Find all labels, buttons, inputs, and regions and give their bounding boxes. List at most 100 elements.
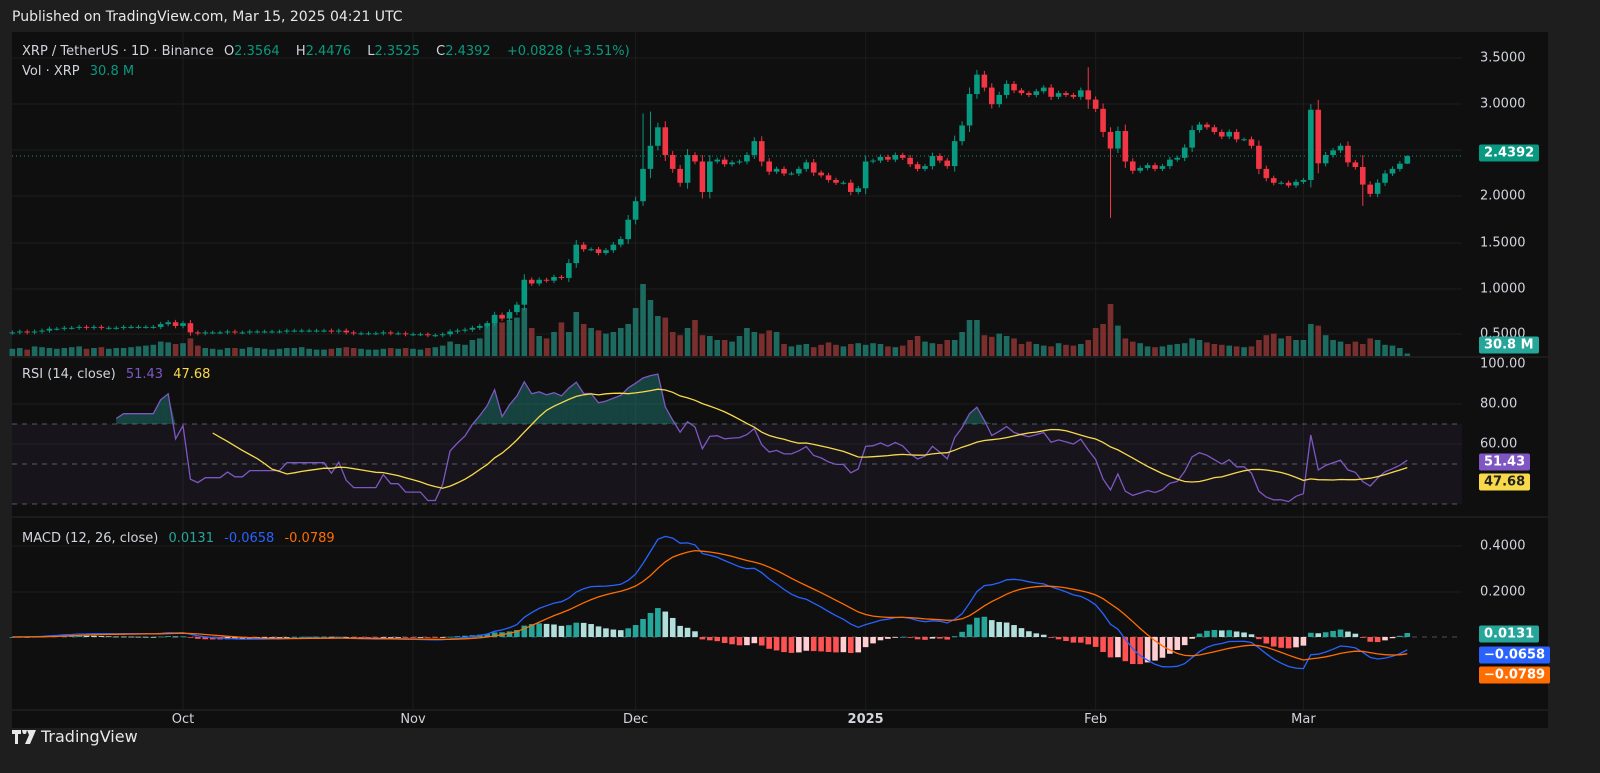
macd-histogram-bar	[1070, 637, 1077, 643]
candle-body	[692, 155, 698, 162]
macd-histogram-bar	[298, 636, 305, 638]
time-tick: Feb	[1084, 712, 1108, 727]
volume-bar	[1011, 338, 1017, 356]
macd-histogram-bar	[1285, 637, 1292, 649]
price-tick: 3.5000	[1480, 50, 1526, 66]
candle-body	[1293, 181, 1299, 186]
volume-bar	[1322, 335, 1329, 356]
candle-body	[128, 326, 134, 328]
macd-histogram-bar	[907, 637, 913, 638]
candle-body	[1092, 99, 1099, 109]
rsi-overbought-fill	[554, 392, 562, 424]
macd-histogram-bar	[454, 636, 461, 637]
candle-body	[1397, 163, 1403, 169]
candle-body	[24, 331, 30, 333]
candle-body	[1382, 173, 1388, 183]
macd-histogram-bar	[76, 635, 82, 637]
rsi-legend: RSI (14, close) 51.43 47.68	[22, 367, 216, 382]
candle-body	[39, 330, 45, 332]
candle-body	[1337, 145, 1344, 151]
macd-tick: 0.4000	[1480, 538, 1526, 554]
macd-histogram-bar	[484, 633, 491, 637]
volume-bar	[1196, 340, 1203, 356]
volume-bar	[269, 349, 275, 356]
macd-histogram-bar	[974, 617, 980, 637]
symbol-title[interactable]: XRP / TetherUS · 1D · Binance	[22, 44, 214, 59]
macd-histogram-bar	[758, 637, 765, 646]
candle-body	[877, 156, 884, 161]
macd-histogram-bar	[1256, 637, 1262, 640]
candle-body	[848, 182, 854, 192]
candle-body	[1018, 90, 1025, 94]
macd-histogram-bar	[944, 637, 951, 640]
volume-bar	[796, 344, 802, 356]
macd-histogram-bar	[232, 637, 238, 640]
volume-bar	[328, 348, 335, 356]
volume-bar	[1359, 344, 1366, 356]
volume-bar	[580, 324, 587, 356]
candle-body	[380, 332, 387, 334]
macd-histogram-bar	[1026, 631, 1032, 637]
volume-bar	[484, 324, 491, 356]
candle-body	[9, 332, 16, 334]
macd-histogram-bar	[387, 637, 394, 638]
candle-body	[1115, 130, 1121, 149]
candle-body	[677, 168, 683, 183]
volume-bar	[395, 348, 401, 356]
macd-histogram-bar	[1107, 637, 1114, 658]
volume-bar	[239, 348, 246, 356]
macd-histogram-bar	[543, 623, 550, 637]
candle-body	[528, 279, 535, 284]
macd-histogram-bar	[810, 637, 817, 652]
macd-histogram-bar	[68, 635, 75, 637]
rsi-value: 51.43	[125, 367, 164, 382]
volume-bar	[358, 348, 364, 356]
macd-histogram-bar	[1011, 625, 1017, 637]
candle-body	[239, 332, 246, 334]
candle-body	[98, 326, 105, 328]
candle-body	[647, 145, 654, 169]
candle-body	[796, 168, 802, 174]
volume-bar	[291, 348, 298, 356]
candle-body	[758, 141, 765, 162]
volume-bar	[1122, 338, 1129, 356]
macd-histogram-bar	[1374, 637, 1381, 643]
volume-bar	[1189, 338, 1195, 356]
volume-bar	[417, 349, 424, 356]
candle-body	[810, 162, 817, 173]
chart-panel[interactable]	[12, 32, 1548, 728]
candle-body	[202, 332, 209, 334]
volume-bar	[781, 344, 787, 356]
tradingview-logo-icon	[12, 729, 36, 744]
candle-body	[521, 279, 528, 305]
rsi-label[interactable]: RSI (14, close)	[22, 367, 116, 382]
volume-bar	[365, 349, 372, 356]
macd-histogram-bar	[588, 624, 594, 637]
volume-bar	[922, 341, 928, 356]
candle-body	[402, 333, 409, 335]
macd-histogram-bar	[157, 636, 164, 638]
rsi-overbought-fill	[145, 413, 154, 424]
symbol-legend: XRP / TetherUS · 1D · Binance O2.3564 H2…	[22, 44, 636, 59]
macd-histogram-bar	[83, 635, 90, 637]
candle-body	[336, 330, 342, 332]
volume-bar	[848, 344, 854, 356]
volume-label[interactable]: Vol · XRP	[22, 64, 80, 79]
macd-histogram-bar	[1263, 637, 1270, 644]
volume-bar	[232, 348, 238, 356]
candle-body	[632, 201, 639, 220]
volume-bar	[172, 344, 179, 356]
volume-bar	[892, 347, 899, 356]
tradingview-logo[interactable]: TradingView	[12, 727, 138, 746]
macd-histogram-bar	[462, 635, 468, 637]
macd-histogram-bar	[128, 636, 134, 638]
candle-body	[966, 94, 973, 126]
candle-body	[610, 244, 617, 251]
macd-histogram-bar	[284, 637, 290, 638]
candle-body	[937, 155, 943, 161]
macd-histogram-bar	[1322, 632, 1329, 637]
macd-histogram-bar	[1382, 637, 1388, 641]
macd-label[interactable]: MACD (12, 26, close)	[22, 531, 159, 546]
macd-histogram-bar	[150, 636, 157, 638]
